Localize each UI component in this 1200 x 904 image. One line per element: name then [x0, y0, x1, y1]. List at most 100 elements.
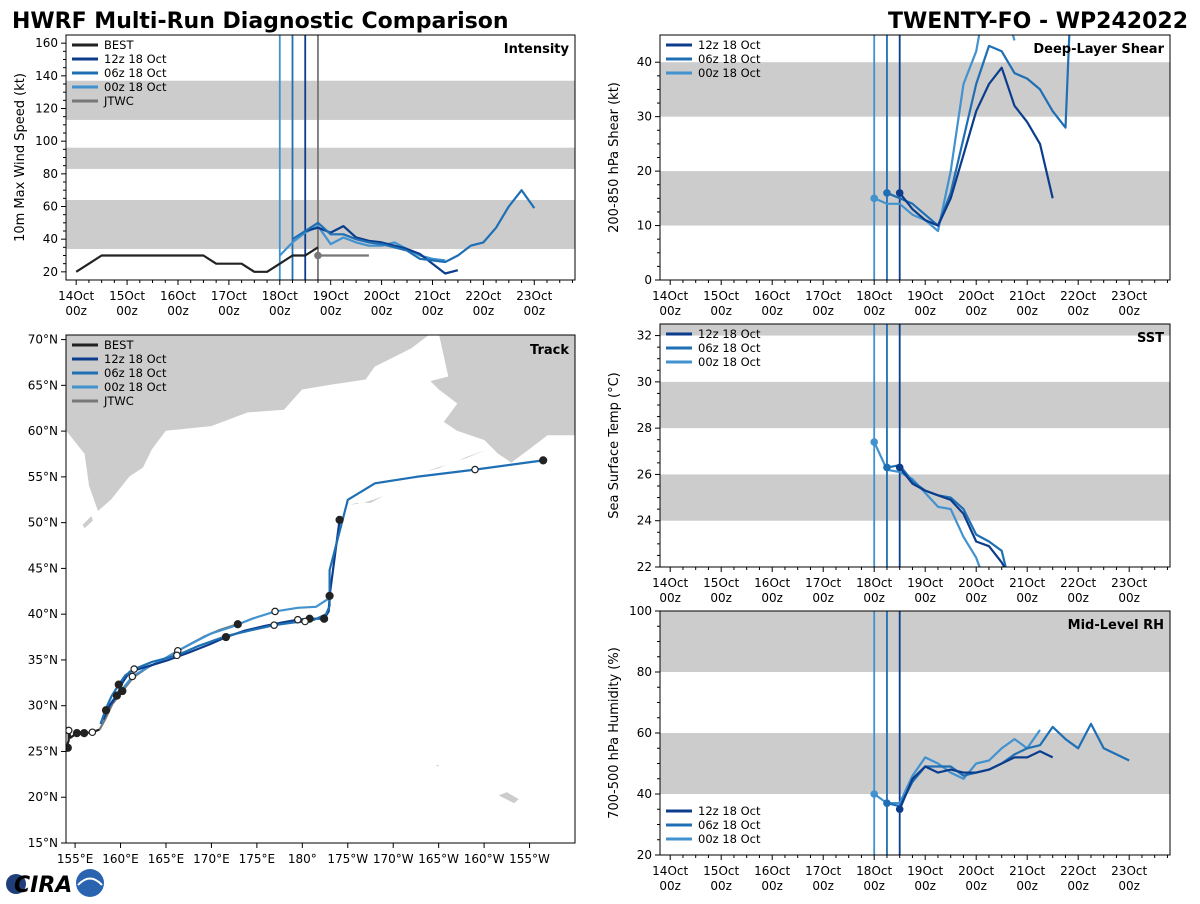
lon-tick-label: 155°E [57, 852, 94, 866]
track-marker-00z-jtwc [118, 686, 127, 696]
land-alaska-peninsula [415, 447, 492, 475]
x-tick-label-hour: 00z [863, 591, 885, 605]
band-0 [660, 171, 1170, 226]
band-2 [660, 324, 1170, 336]
y-tick-label: 10 [637, 219, 652, 233]
x-tick-label-day: 21Oct [1009, 864, 1045, 878]
x-tick-label-day: 20Oct [364, 289, 400, 303]
sst-panel: 22242628303214Oct00z15Oct00z16Oct00z17Oc… [607, 323, 1171, 605]
legend-label-00z-18-oct: 00z 18 Oct [104, 80, 167, 94]
y-tick-label: 32 [637, 329, 652, 343]
series-line-12z-18-oct [898, 66, 1054, 227]
track-panel: 15°N 20°N 25°N 30°N 35°N 40°N 45°N 50°N 55°N 60°N… [28, 333, 576, 866]
track-marker-12z-best [66, 726, 73, 735]
logo-satellite-icon [76, 869, 104, 897]
x-tick-label-day: 15Oct [703, 864, 739, 878]
series-line-06z-18-oct [291, 189, 536, 264]
x-tick-label-day: 21Oct [414, 289, 450, 303]
x-tick-label-day: 14Oct [652, 289, 688, 303]
legend-label-jtwc: JTWC [103, 94, 134, 108]
x-tick-label-hour: 00z [812, 879, 834, 893]
series-marker-12z-18-oct [895, 463, 904, 472]
track-marker-00z-12z-18-oct [112, 691, 122, 700]
legend-label-06z-18-oct: 06z 18 Oct [104, 66, 167, 80]
band-2 [66, 80, 575, 120]
y-tick-label: 0 [644, 273, 652, 287]
x-tick-label-day: 16Oct [754, 576, 790, 590]
band-0 [660, 733, 1170, 794]
track-marker-12z-00z-18-oct [128, 672, 137, 681]
track-marker-00z-06z-18-oct [114, 680, 123, 689]
track-marker-12z-06z-18-oct [301, 617, 309, 626]
track-marker-00z-12z-18-oct [325, 591, 334, 600]
legend-label-06z-18-oct: 06z 18 Oct [698, 818, 761, 832]
x-tick-label-hour: 00z [914, 879, 936, 893]
x-tick-label-day: 22Oct [1060, 289, 1096, 303]
x-tick-label-day: 18Oct [856, 289, 892, 303]
track-marker-00z-12z-18-oct [221, 632, 231, 642]
track-line-06z-18-oct [99, 459, 544, 725]
x-tick-label-day: 23Oct [1111, 864, 1147, 878]
track-line-00z-18-oct [100, 595, 332, 723]
lon-tick-label: 160°W [464, 852, 505, 866]
legend-label-00z-18-oct: 00z 18 Oct [698, 66, 761, 80]
x-tick-label-day: 17Oct [805, 864, 841, 878]
x-tick-label-hour: 00z [1016, 304, 1038, 318]
track-marker-00z-best [66, 743, 72, 752]
x-tick-label-day: 15Oct [109, 289, 145, 303]
cira-logo: CIRA [6, 869, 104, 898]
panel-title: Intensity [504, 42, 570, 57]
intensity-panel: 2040608010012014016014Oct00z15Oct00z16Oc… [13, 34, 576, 318]
x-tick-label-hour: 00z [659, 879, 681, 893]
lon-tick-label: 175°E [239, 852, 276, 866]
y-tick-label: 80 [637, 665, 652, 679]
x-tick-label-day: 23Oct [516, 289, 552, 303]
lon-tick-label: 155°W [509, 852, 550, 866]
lat-tick-label: 15°N [28, 836, 58, 850]
figure-title: HWRF Multi-Run Diagnostic Comparison [12, 9, 509, 34]
lat-tick-label: 60°N [28, 424, 58, 438]
land-aleutians [343, 491, 394, 507]
series-line-00z-18-oct [873, 35, 1016, 233]
lon-tick-label: 180° [288, 852, 317, 866]
series-marker-00z-18-oct [870, 194, 878, 203]
x-tick-label-hour: 00z [1118, 879, 1140, 893]
x-tick-label-day: 15Oct [703, 289, 739, 303]
series-marker-06z-18-oct [883, 463, 891, 472]
legend-label-12z-18-oct: 12z 18 Oct [698, 327, 761, 341]
x-tick-label-day: 17Oct [211, 289, 247, 303]
track-marker-12z-00z-18-oct [271, 607, 279, 616]
x-tick-label-hour: 00z [320, 304, 342, 318]
legend-label-06z-18-oct: 06z 18 Oct [698, 341, 761, 355]
series-marker-12z-18-oct [895, 805, 904, 814]
legend-label-12z-18-oct: 12z 18 Oct [104, 352, 167, 366]
x-tick-label-day: 22Oct [1060, 576, 1096, 590]
legend-label-best: BEST [104, 38, 134, 52]
x-tick-label-hour: 00z [218, 304, 240, 318]
band-1 [66, 147, 575, 169]
y-tick-label: 100 [35, 134, 58, 148]
land-kuril [81, 514, 94, 530]
series-line-00z-18-oct [873, 729, 1041, 805]
x-tick-label-hour: 00z [1067, 879, 1089, 893]
y-tick-label: 28 [637, 421, 652, 435]
x-tick-label-hour: 00z [1016, 591, 1038, 605]
lat-tick-label: 50°N [28, 516, 58, 530]
series-line-best [75, 246, 319, 273]
x-tick-label-hour: 00z [914, 591, 936, 605]
panel-title: Deep-Layer Shear [1033, 42, 1164, 57]
x-tick-label-day: 19Oct [907, 864, 943, 878]
x-tick-label-hour: 00z [761, 879, 783, 893]
x-tick-label-hour: 00z [523, 304, 545, 318]
lat-tick-label: 25°N [28, 744, 58, 758]
x-tick-label-hour: 00z [1067, 591, 1089, 605]
x-tick-label-day: 16Oct [754, 864, 790, 878]
y-axis-label: 10m Max Wind Speed (kt) [13, 73, 28, 242]
x-tick-label-hour: 00z [965, 304, 987, 318]
x-tick-label-hour: 00z [710, 304, 732, 318]
